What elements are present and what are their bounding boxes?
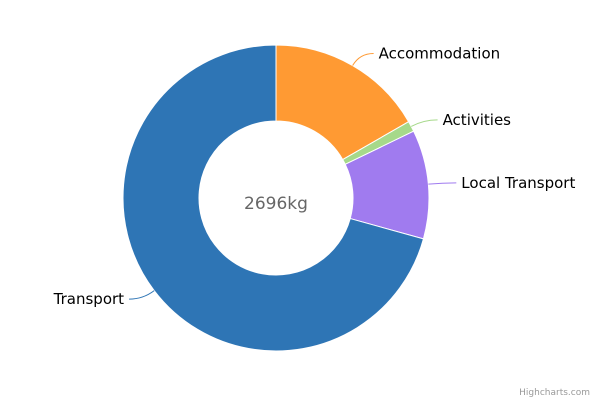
connector-local-transport [428, 182, 457, 185]
label-activities: Activities [443, 111, 512, 129]
label-local-transport: Local Transport [461, 174, 575, 192]
center-total-label: 2696kg [244, 194, 308, 214]
connector-transport [129, 290, 155, 300]
labels-layer: Accommodation Activities Local Transport Tr… [53, 44, 576, 308]
connector-activities [410, 119, 438, 127]
label-accommodation: Accommodation [379, 44, 501, 62]
slice-transport[interactable] [122, 44, 425, 352]
connector-accommodation [352, 52, 374, 66]
credits-link[interactable]: Highcharts.com [519, 388, 590, 398]
connectors-layer [129, 52, 457, 300]
label-transport: Transport [53, 290, 125, 308]
slices-layer [122, 44, 430, 352]
